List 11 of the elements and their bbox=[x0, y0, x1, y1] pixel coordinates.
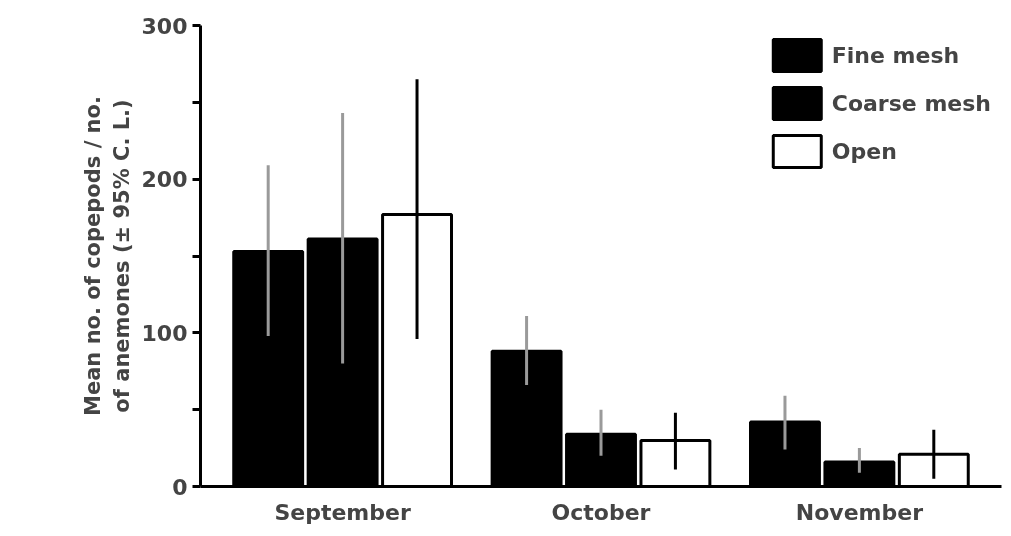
y-tick-label: 200 bbox=[141, 167, 188, 193]
x-tick-label: November bbox=[795, 499, 924, 525]
legend-label: Coarse mesh bbox=[831, 90, 991, 116]
x-tick-label: October bbox=[551, 499, 651, 525]
y-tick-label: 0 bbox=[172, 474, 188, 500]
y-axis-title: Mean no. of copepods / no. of anemones (± 95% C. L.) bbox=[80, 96, 134, 416]
y-tick-label: 100 bbox=[141, 320, 188, 346]
legend-label: Fine mesh bbox=[831, 42, 960, 68]
x-tick-label: September bbox=[274, 499, 411, 525]
y-tick-label: 300 bbox=[141, 13, 188, 39]
legend-label: Open bbox=[831, 138, 897, 164]
